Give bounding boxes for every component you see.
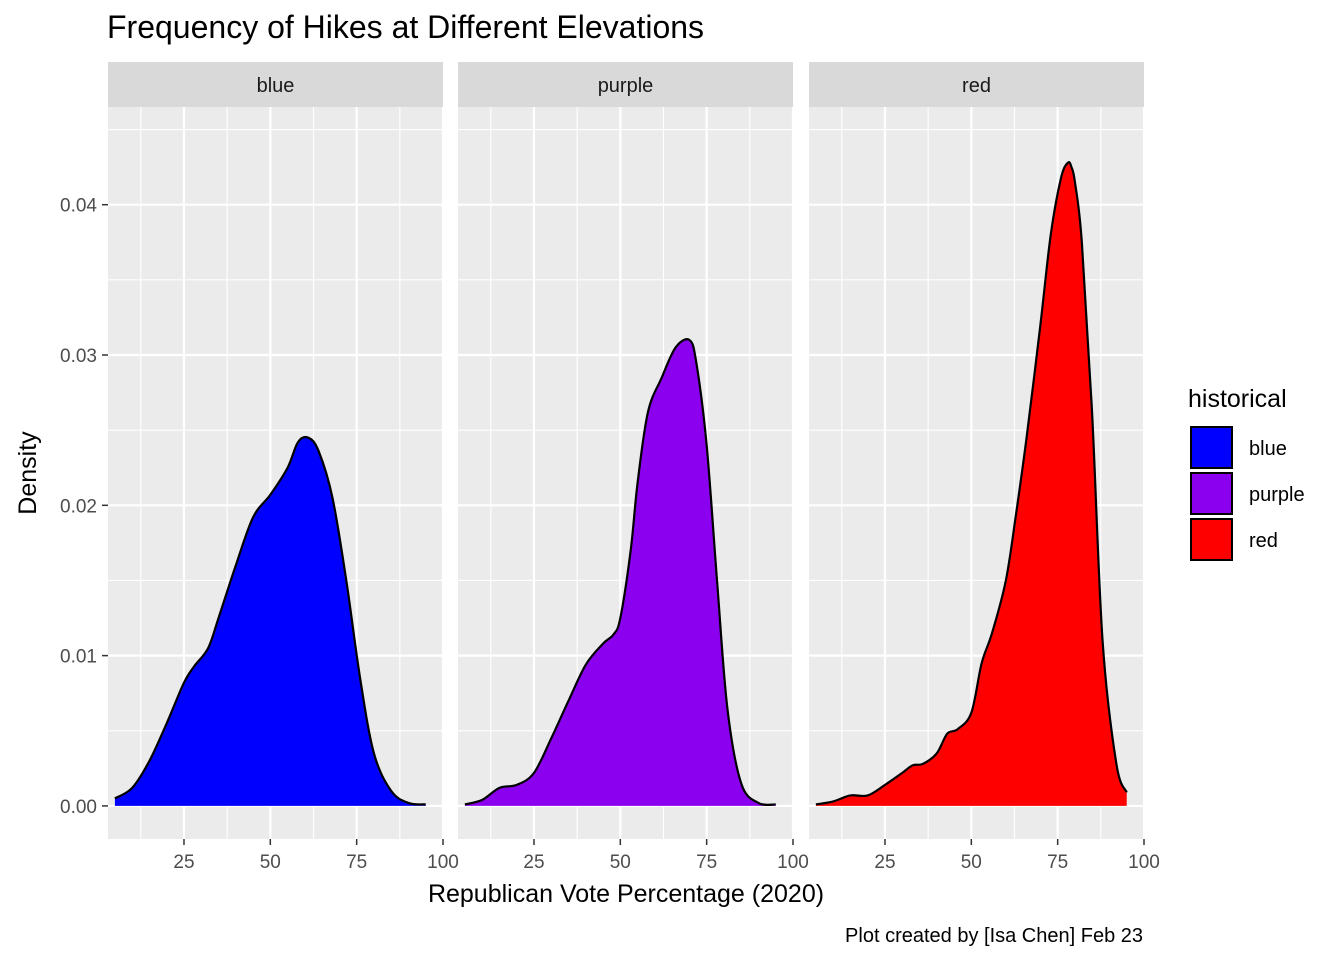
density-area-purple [464,339,776,806]
legend-label: purple [1249,484,1305,506]
facet-strip-label: red [962,75,991,97]
y-axis: 0.00 0.01 0.02 0.03 0.04 [60,196,108,818]
legend: historical blue purple red [1188,385,1305,561]
x-tick-label: 50 [260,852,281,873]
y-tick-label: 0.01 [60,647,97,668]
x-tick-label: 25 [173,852,194,873]
y-tick-label: 0.03 [60,346,97,367]
x-tick-label: 75 [1047,852,1068,873]
x-tick-label: 100 [1128,852,1160,873]
x-tick-label: 100 [427,852,459,873]
x-tick-label: 75 [696,852,717,873]
y-tick-label: 0.00 [60,797,97,818]
facet-panels: blue 25 50 75 100 purple 25 50 75 100 red 25 50 75 100 [108,62,1160,873]
density-outline-purple [464,338,776,806]
facet-strip [809,62,1144,107]
x-tick-label: 25 [523,852,544,873]
facet-strip [108,62,443,107]
facet-strip-label: blue [257,75,295,97]
legend-title: historical [1188,385,1287,413]
legend-item-red: red [1190,518,1278,561]
facet-panel-purple: purple 25 50 75 100 [458,62,809,873]
density-outline-red [815,161,1128,806]
legend-label: blue [1249,438,1287,460]
plot-caption: Plot created by [Isa Chen] Feb 23 [845,925,1143,947]
legend-label: red [1249,530,1278,552]
legend-item-purple: purple [1190,472,1305,515]
x-axis-title: Republican Vote Percentage (2020) [428,880,824,908]
chart-title: Frequency of Hikes at Different Elevatio… [107,9,704,45]
y-tick-label: 0.02 [60,496,97,517]
legend-swatch [1190,426,1233,469]
density-area-blue [114,437,426,806]
facet-strip [458,62,793,107]
x-tick-label: 75 [346,852,367,873]
x-tick-label: 50 [961,852,982,873]
legend-swatch [1190,518,1233,561]
x-tick-label: 25 [874,852,895,873]
density-area-red [815,162,1127,806]
facet-panel-red: red 25 50 75 100 [809,62,1160,873]
facet-panel-blue: blue 25 50 75 100 [108,62,459,873]
legend-swatch [1190,472,1233,515]
legend-item-blue: blue [1190,426,1287,469]
x-tick-label: 50 [610,852,631,873]
x-tick-label: 100 [777,852,809,873]
density-outline-blue [114,435,426,806]
y-axis-title: Density [14,431,42,515]
y-tick-label: 0.04 [60,196,97,217]
facet-strip-label: purple [598,75,654,97]
